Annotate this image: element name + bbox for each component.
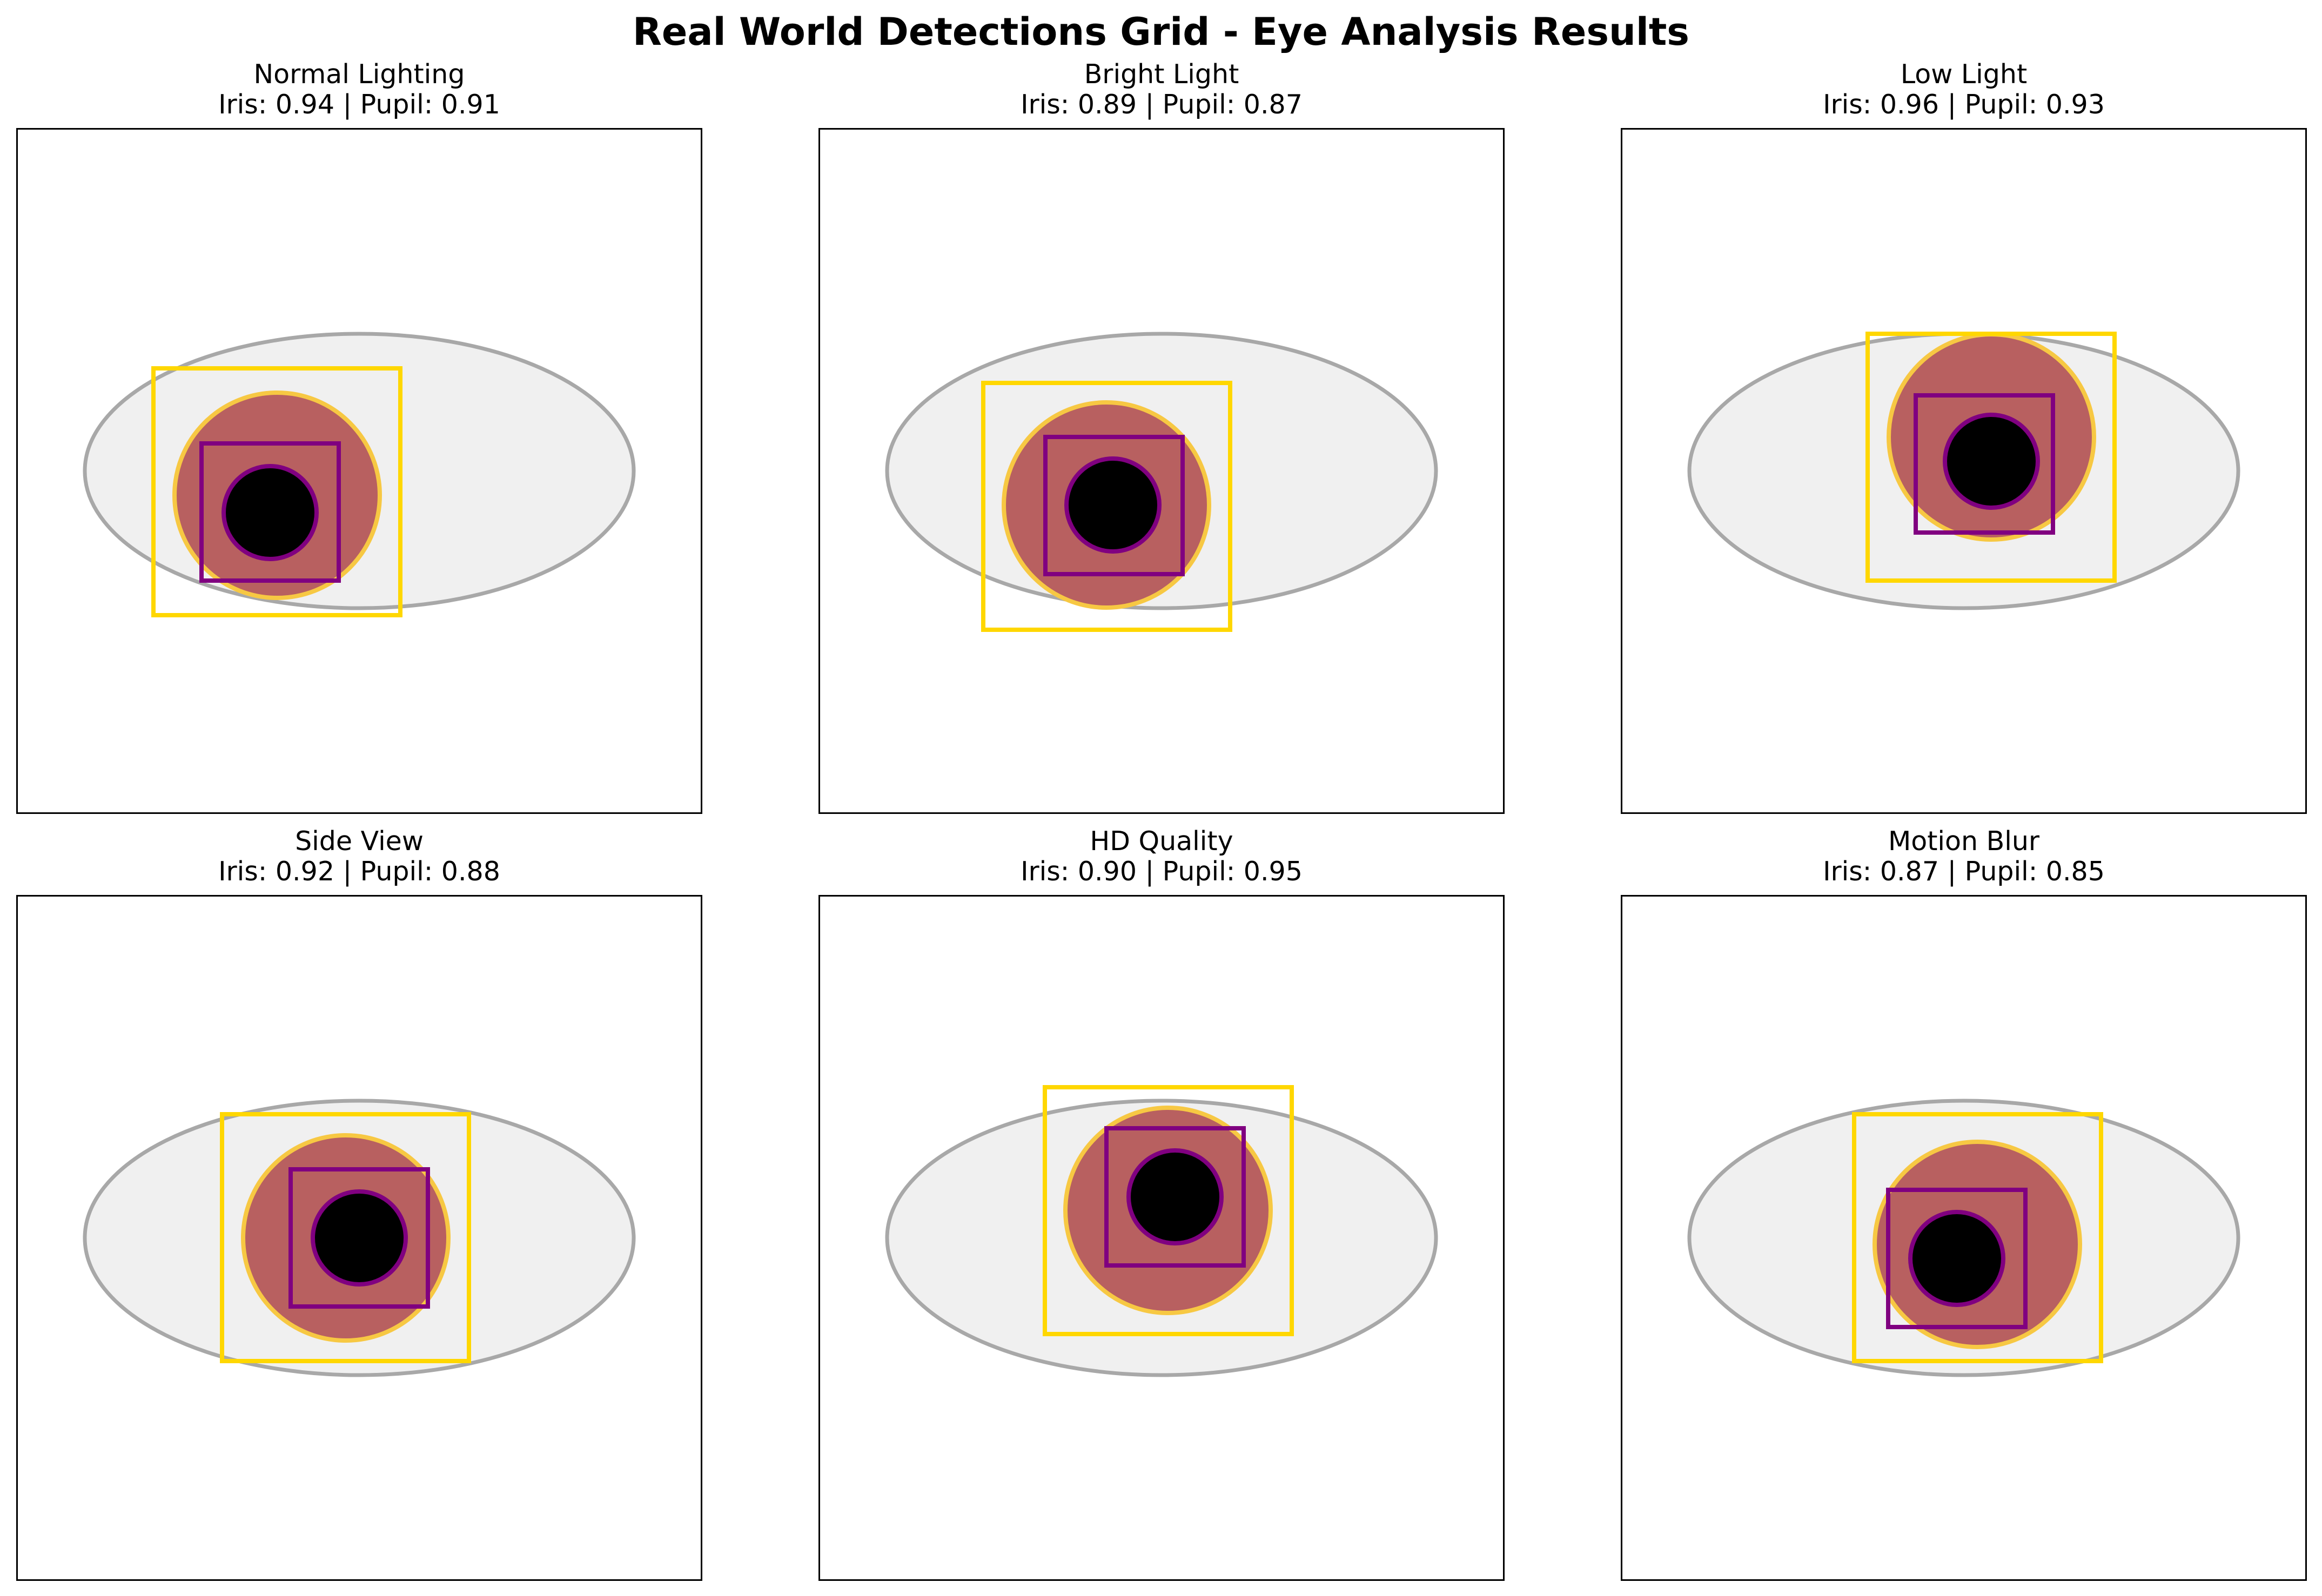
panel-name: Motion Blur (1888, 826, 2040, 857)
iris-detection-box (981, 381, 1232, 632)
panel-motion-blur (1621, 895, 2307, 1581)
panel-frame (16, 128, 702, 814)
panel-title-bright-light: Bright Light Iris: 0.89 | Pupil: 0.87 (818, 59, 1505, 120)
panel-name: Normal Lighting (253, 59, 465, 90)
pupil (1908, 1210, 2005, 1307)
panel-title-hd-quality: HD Quality Iris: 0.90 | Pupil: 0.95 (818, 826, 1505, 887)
pupil-detection-box (1043, 435, 1185, 576)
iris-detection-box (1043, 1085, 1294, 1336)
panel-scores: Iris: 0.90 | Pupil: 0.95 (1021, 856, 1303, 887)
panel-side-view (16, 895, 702, 1581)
panel-title-motion-blur: Motion Blur Iris: 0.87 | Pupil: 0.85 (1621, 826, 2307, 887)
figure-title: Real World Detections Grid - Eye Analysi… (633, 10, 1689, 54)
panel-name: HD Quality (1090, 826, 1233, 857)
panel-scores: Iris: 0.89 | Pupil: 0.87 (1021, 89, 1303, 120)
panel-frame (16, 895, 702, 1581)
panel-scores: Iris: 0.94 | Pupil: 0.91 (218, 89, 500, 120)
pupil-detection-box (1104, 1126, 1246, 1268)
panel-title-side-view: Side View Iris: 0.92 | Pupil: 0.88 (16, 826, 702, 887)
panel-scores: Iris: 0.87 | Pupil: 0.85 (1823, 856, 2105, 887)
panel-frame (1621, 128, 2307, 814)
iris-detection-box (220, 1112, 471, 1363)
panel-name: Side View (295, 826, 424, 857)
panel-scores: Iris: 0.92 | Pupil: 0.88 (218, 856, 500, 887)
pupil (1064, 456, 1162, 554)
panel-frame (1621, 895, 2307, 1581)
pupil (1943, 413, 2040, 510)
panel-bright-light (818, 128, 1505, 814)
iris-detection-box (1865, 332, 2117, 583)
pupil-detection-box (1914, 393, 2055, 535)
panel-low-light (1621, 128, 2307, 814)
pupil (1126, 1148, 1224, 1245)
panel-title-low-light: Low Light Iris: 0.96 | Pupil: 0.93 (1621, 59, 2307, 120)
panel-title-normal-lighting: Normal Lighting Iris: 0.94 | Pupil: 0.91 (16, 59, 702, 120)
panel-scores: Iris: 0.96 | Pupil: 0.93 (1823, 89, 2105, 120)
pupil (311, 1189, 408, 1287)
pupil-detection-box (199, 441, 341, 583)
iris-detection-box (1852, 1112, 2103, 1363)
panel-hd-quality (818, 895, 1505, 1581)
panel-name: Bright Light (1084, 59, 1239, 90)
pupil (222, 464, 319, 561)
pupil-detection-box (1886, 1188, 2028, 1329)
panel-name: Low Light (1900, 59, 2028, 90)
panel-frame (818, 128, 1505, 814)
panel-normal-lighting (16, 128, 702, 814)
panel-frame (818, 895, 1505, 1581)
pupil-detection-box (288, 1167, 430, 1309)
iris-detection-box (151, 366, 402, 617)
